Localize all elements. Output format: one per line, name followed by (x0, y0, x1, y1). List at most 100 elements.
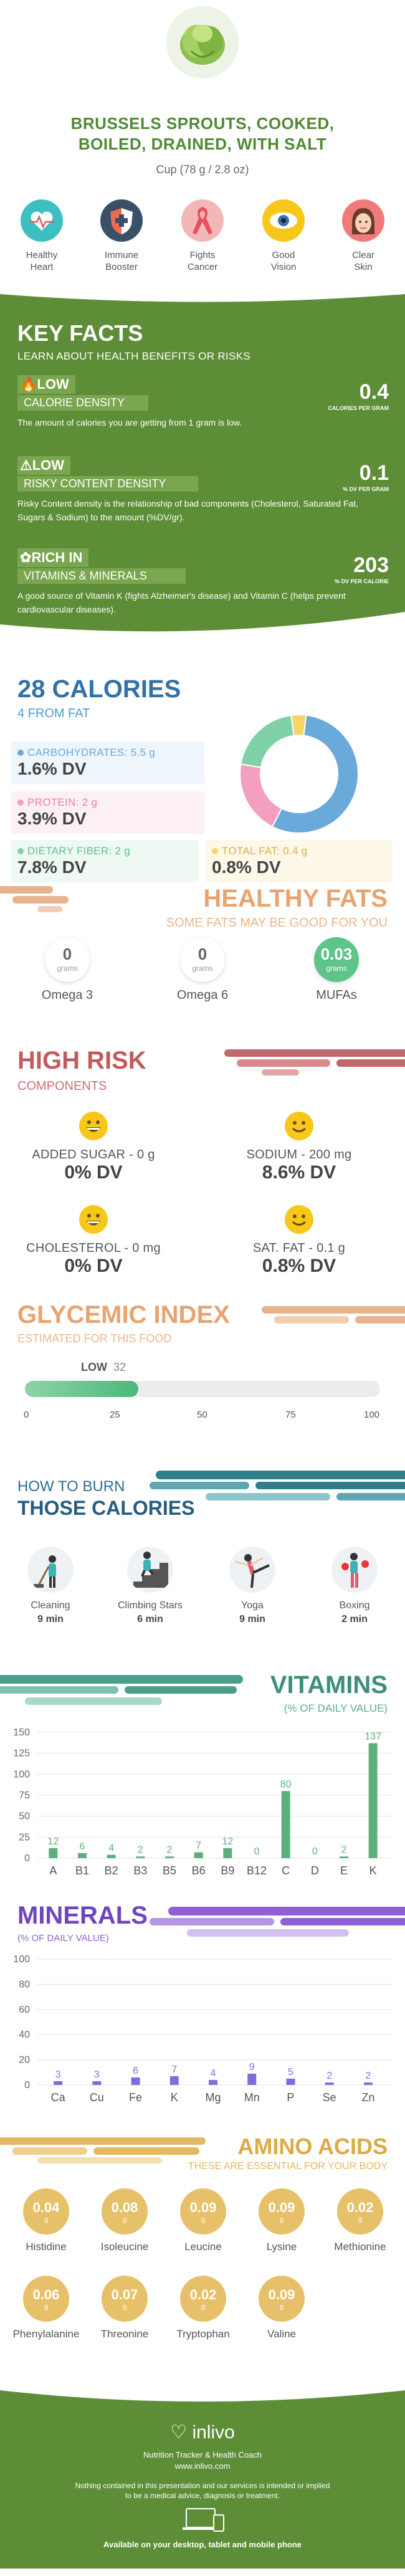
mineral-ytick-label: 60 (19, 2005, 30, 2015)
amino-value: 0.08 (111, 2200, 138, 2215)
benefit-label: Skin (354, 262, 373, 272)
mineral-category-label: Zn (361, 2091, 374, 2104)
glycemic-subtitle: ESTIMATED FOR THIS FOOD (17, 1332, 172, 1345)
heart-outline-icon: ♡ (170, 2422, 188, 2443)
calories-from-fat: 4 FROM FAT (17, 707, 90, 720)
burn-title-2: THOSE CALORIES (17, 1497, 195, 1519)
tick-label: 0 (24, 1410, 29, 1420)
omega-6-bubble: 0 grams (180, 937, 225, 982)
glycemic-level: LOW (81, 1361, 107, 1373)
brussels-sprout-image (166, 6, 239, 79)
cholesterol-dv: 0% DV (64, 1256, 123, 1276)
amino-unit: g (44, 2216, 49, 2223)
mineral-category-label: Mg (205, 2091, 221, 2104)
vitamins-level: ✿RICH IN (17, 548, 89, 567)
mineral-category-label: P (287, 2091, 294, 2104)
tagline: Nutrition Tracker & Health Coach (143, 2450, 262, 2459)
vitamin-category-label: B9 (221, 1864, 234, 1877)
amino-name: Isoleucine (100, 2241, 149, 2253)
amino-name: Lysine (266, 2241, 297, 2253)
leaf-icon: ✿ (20, 550, 32, 565)
vitamins-minerals-fact: ✿RICH IN VITAMINS & MINERALS 203 % DV PE… (17, 548, 389, 616)
glycemic-value: 32 (113, 1361, 126, 1373)
healthy-fats-subtitle: SOME FATS MAY BE GOOD FOR YOU (166, 916, 388, 930)
mineral-ytick-label: 100 (13, 1954, 30, 1965)
vitamin-ytick-label: 150 (13, 1727, 30, 1738)
fat-dot (212, 848, 218, 854)
vitamin-category-label: B12 (247, 1864, 267, 1877)
mineral-bar-se (325, 2082, 334, 2085)
smile-icon (285, 1205, 313, 1234)
website-link[interactable]: www.inlivo.com (174, 2461, 231, 2471)
protein-dv: 3.9% DV (17, 809, 87, 828)
minerals-section: MINERALS (% OF DAILY VALUE) 0 20 40 60 80 100… (0, 1889, 405, 2120)
vitamin-value-label: 12 (222, 1836, 233, 1847)
brand-name: inlivo (192, 2422, 235, 2443)
amino-value: 0.04 (32, 2200, 60, 2215)
mineral-value-label: 7 (171, 2064, 177, 2075)
amino-isoleucine: 0.08 g Isoleucine (87, 2188, 162, 2253)
burn-title-1: HOW TO BURN (17, 1478, 125, 1495)
donut-fat-slice (290, 714, 307, 737)
shield-icon (100, 199, 143, 242)
omega-3-name: Omega 3 (41, 988, 93, 1002)
amino-bubble: 0.02 g (180, 2276, 226, 2322)
amino-unit: g (279, 2303, 284, 2311)
vitamin-bar-b5 (165, 1856, 174, 1858)
amino-tryptophan: 0.02 g Tryptophan (166, 2276, 241, 2340)
vitamins-unit: % DV PER CALORIE (334, 578, 389, 584)
activity-time: 6 min (137, 1614, 163, 1624)
mineral-category-label: Ca (51, 2091, 66, 2104)
added-sugar-dv: 0% DV (64, 1162, 123, 1183)
calorie-density-desc: The amount of calories you are getting f… (17, 417, 242, 427)
calorie-density-fact: 🔥LOW CALORIE DENSITY 0.4 CALORIES PER GR… (17, 375, 389, 429)
sat-fat-label: SAT. FAT - 0.1 g (252, 1241, 346, 1255)
vitamins-desc: A good source of Vitamin K (fights Alzhe… (17, 591, 346, 614)
mineral-ytick-label: 0 (24, 2080, 30, 2091)
vitamin-ytick-label: 75 (19, 1790, 30, 1801)
activity-climbing-stairs: Climbing Stars 6 min (110, 1547, 191, 1625)
tick-label: 25 (110, 1410, 120, 1420)
amino-name: Leucine (184, 2241, 222, 2253)
benefit-label: Healthy (26, 250, 58, 260)
activity-name: Boxing (339, 1600, 370, 1611)
vitamin-value-label: 6 (80, 1841, 85, 1852)
amino-unit: g (201, 2303, 206, 2311)
header: BRUSSELS SPROUTS, COOKED, BOILED, DRAINE… (0, 0, 405, 182)
title-line-1: BRUSSELS SPROUTS, COOKED, (70, 114, 335, 133)
amino-value: 0.09 (268, 2200, 295, 2215)
benefit-label: Immune (104, 250, 139, 260)
vitamin-category-label: C (282, 1864, 290, 1877)
disclaimer-line-2: to be a medical advice, diagnosis or tre… (125, 2491, 280, 2500)
added-sugar-label: ADDED SUGAR - 0 g (32, 1148, 155, 1162)
burn-stripes (150, 1471, 405, 1500)
level-text: LOW (32, 457, 65, 473)
stairs-icon (127, 1547, 173, 1593)
risky-content-unit: % DV PER GRAM (342, 486, 389, 492)
vitamin-bar-b2 (107, 1854, 116, 1858)
mineral-bar-zn (363, 2082, 373, 2085)
glycemic-index-section: GLYCEMIC INDEX ESTIMATED FOR THIS FOOD L… (0, 1291, 405, 1453)
benefit-label: Good (272, 250, 295, 260)
grin-icon (79, 1205, 108, 1234)
amino-name: Tryptophan (176, 2328, 230, 2340)
amino-acids-section: AMINO ACIDS THESE ARE ESSENTIAL FOR YOUR… (0, 2120, 405, 2382)
fiber-dv: 7.8% DV (17, 857, 87, 877)
calorie-density-unit: CALORIES PER GRAM (328, 405, 389, 411)
vitamin-ytick-label: 0 (24, 1853, 30, 1864)
risk-stripes (224, 1049, 405, 1076)
fat-stat: TOTAL FAT: 0.4 g 0.8% DV (206, 840, 393, 882)
mufas-bubble: 0.03 grams (314, 937, 359, 982)
footer: ♡ inlivo Nutrition Tracker & Health Coac… (0, 2382, 405, 2569)
activity-time: 9 min (37, 1614, 64, 1624)
added-sugar: ADDED SUGAR - 0 g 0% DV (0, 1112, 187, 1183)
vitamin-value-label: 4 (108, 1843, 114, 1854)
cholesterol: CHOLESTEROL - 0 mg 0% DV (0, 1205, 187, 1277)
vitamin-value-label: 12 (47, 1836, 59, 1847)
vitamins-section: VITAMINS (% OF DAILY VALUE) 0 25 50 75 100 12… (0, 1665, 405, 1889)
risky-content-label: RISKY CONTENT DENSITY (17, 476, 198, 492)
amino-bubble: 0.09 g (259, 2188, 305, 2235)
mineral-bar-ca (54, 2081, 63, 2085)
cleaning-icon (27, 1547, 74, 1593)
amino-unit: g (358, 2216, 363, 2223)
